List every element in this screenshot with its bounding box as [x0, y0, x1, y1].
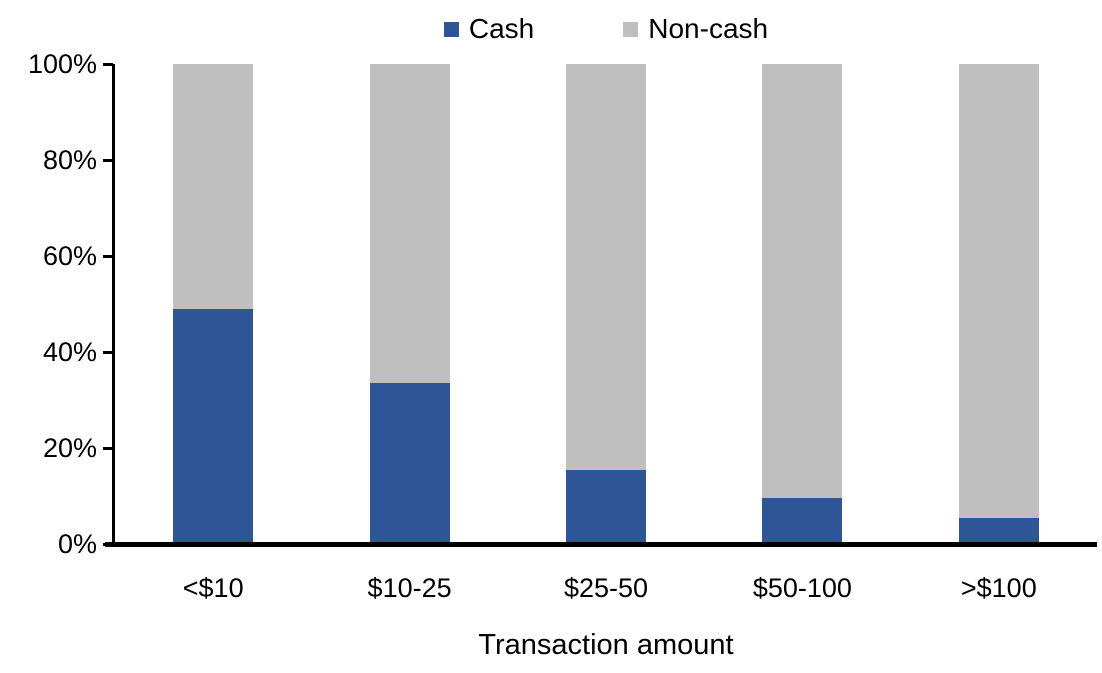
bar-segment-cash	[566, 469, 646, 544]
y-axis-tick-label: 100%	[27, 49, 97, 79]
bar-segment-non-cash	[173, 64, 254, 309]
y-axis-tick	[103, 158, 113, 162]
y-axis-tick-label: 20%	[42, 433, 97, 463]
bar-segment-cash	[173, 308, 254, 544]
bar-segment-non-cash	[566, 64, 646, 470]
plot-area	[115, 64, 1097, 544]
legend-label-non-cash: Non-cash	[648, 13, 769, 44]
y-axis-tick-label: 80%	[42, 145, 97, 175]
x-axis-category-label: $25-50	[563, 573, 649, 603]
y-axis-tick	[103, 542, 113, 546]
x-axis-category-label: <$10	[182, 573, 244, 603]
x-axis-category-label: $10-25	[367, 573, 452, 603]
legend-swatch-non-cash-icon	[623, 21, 639, 37]
legend-item-non-cash: Non-cash	[623, 13, 768, 45]
legend-swatch-cash-icon	[443, 21, 459, 37]
legend: Cash Non-cash	[115, 13, 1097, 45]
bar-segment-cash	[369, 383, 450, 544]
legend-label-cash: Cash	[468, 13, 535, 44]
bar-segment-cash	[762, 498, 843, 544]
bar-segment-non-cash	[762, 64, 843, 499]
y-axis-tick-label: 60%	[42, 241, 97, 271]
bar-segment-non-cash	[369, 64, 450, 384]
legend-item-cash: Cash	[443, 13, 535, 45]
x-axis-title: Transaction amount	[478, 629, 734, 661]
y-axis-tick-label: 40%	[42, 337, 97, 367]
bar-segment-non-cash	[958, 64, 1039, 518]
y-axis-tick	[103, 62, 113, 66]
y-axis-tick	[103, 254, 113, 258]
y-axis-tick-label: 0%	[57, 529, 97, 559]
bar-segment-cash	[958, 517, 1039, 544]
x-axis-category-label: >$100	[960, 573, 1037, 603]
y-axis-tick	[103, 350, 113, 354]
x-axis-category-label: $50-100	[752, 573, 852, 603]
y-axis-tick	[103, 446, 113, 450]
x-axis-line	[105, 542, 1097, 547]
y-axis-line	[112, 64, 115, 547]
